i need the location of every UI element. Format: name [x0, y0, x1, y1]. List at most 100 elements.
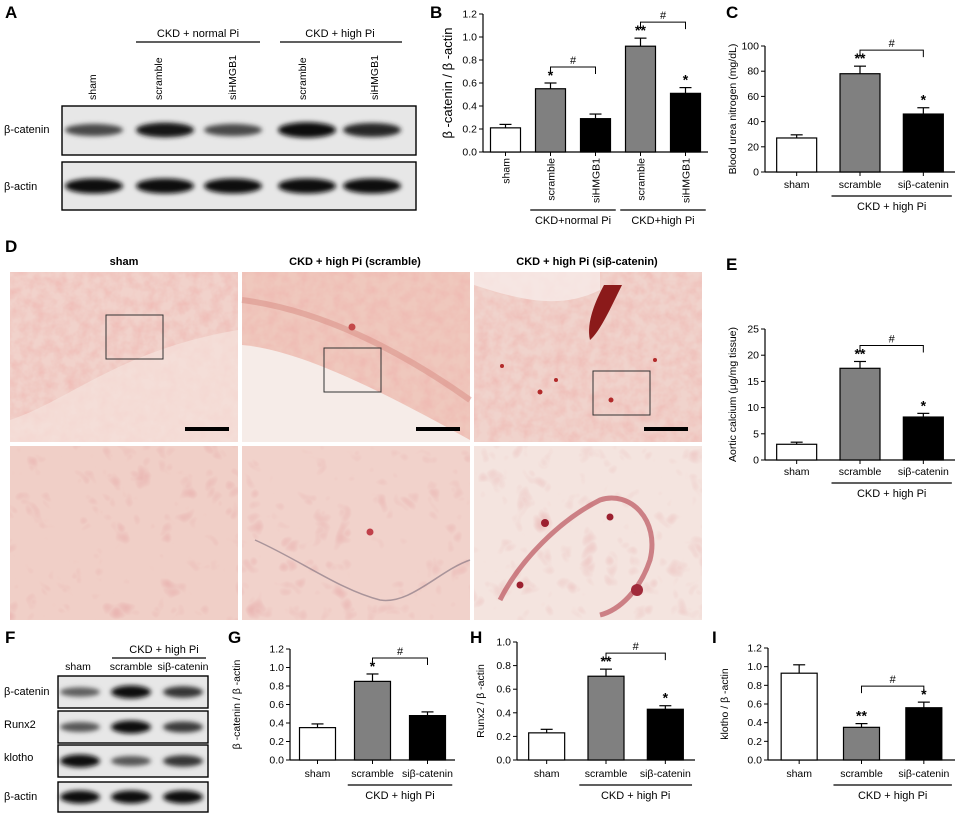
blot-band	[136, 178, 194, 194]
comparison-bracket	[372, 657, 428, 665]
blot-band	[163, 790, 203, 804]
bar	[839, 73, 881, 173]
y-tick-label: 0.2	[462, 124, 477, 136]
scale-bar	[644, 427, 688, 431]
bar	[534, 88, 567, 153]
significance-marker: **	[855, 345, 866, 361]
category-label: scramble	[840, 768, 883, 780]
bar	[776, 443, 818, 461]
y-tick-label: 1.2	[747, 643, 762, 655]
blot-a-lane-label: scramble	[297, 57, 309, 100]
y-tick-label: 1.0	[747, 661, 762, 673]
y-tick-label: 0.0	[462, 147, 477, 159]
blot-band	[343, 178, 401, 194]
y-tick-label: 15	[747, 376, 759, 388]
y-tick-label: 0.2	[269, 736, 284, 748]
y-tick-label: 0	[753, 455, 759, 467]
y-tick-label: 0.2	[747, 736, 762, 748]
category-label: siHMGB1	[681, 158, 693, 203]
category-label: siβ-catenin	[640, 768, 691, 780]
comparison-marker: #	[633, 641, 640, 653]
blot-band	[163, 755, 203, 767]
comparison-bracket	[861, 685, 925, 694]
y-axis-label: Runx2 / β -actin	[475, 664, 487, 738]
blot-band	[60, 722, 100, 732]
inset-box	[105, 314, 164, 360]
blot-band	[278, 178, 336, 194]
blot-band	[60, 687, 100, 697]
y-tick-label: 0.6	[269, 699, 284, 711]
scale-bar	[185, 427, 229, 431]
comparison-marker: #	[889, 333, 896, 345]
significance-marker: **	[855, 50, 866, 66]
comparison-bracket	[859, 344, 924, 353]
bar	[646, 708, 684, 761]
significance-marker: *	[683, 72, 689, 88]
y-tick-label: 10	[747, 402, 759, 414]
blot-a-row-label: β-actin	[4, 181, 37, 193]
inset-box	[592, 370, 651, 416]
comparison-bracket	[605, 652, 666, 661]
category-label: siβ-catenin	[898, 768, 949, 780]
micrograph-scramble-high-mag	[242, 446, 471, 620]
y-tick-label: 60	[747, 91, 759, 103]
bar	[669, 92, 702, 153]
panel-letter-D: D	[5, 237, 17, 256]
y-tick-label: 0.6	[462, 78, 477, 90]
y-tick-label: 0.4	[496, 707, 511, 719]
group-label: CKD + high Pi	[858, 790, 927, 802]
panel-letter-H: H	[470, 628, 482, 647]
blot-a-lane-label: siHMGB1	[227, 55, 239, 100]
group-label: CKD + high Pi	[365, 790, 434, 802]
bar	[298, 727, 337, 761]
blot-band	[204, 123, 262, 137]
bar	[624, 45, 657, 153]
blot-band	[111, 720, 151, 734]
panel-letter-B: B	[430, 3, 442, 22]
y-tick-label: 1.0	[496, 637, 511, 649]
y-axis-label: β -catenin / β -actin	[231, 659, 243, 749]
y-tick-label: 20	[747, 350, 759, 362]
blot-panel-f: CKD + high Pi sham scramble siβ-catenin …	[4, 644, 209, 813]
category-label: sham	[784, 179, 810, 191]
y-tick-label: 0.2	[496, 731, 511, 743]
y-tick-label: 0.4	[269, 718, 284, 730]
comparison-bracket	[640, 21, 686, 30]
y-tick-label: 40	[747, 116, 759, 128]
histology-column-title: CKD + high Pi (siβ-catenin)	[516, 256, 658, 268]
blot-f-lane-label: sham	[65, 661, 91, 673]
blot-band	[204, 178, 262, 194]
bar	[842, 726, 881, 761]
y-tick-label: 1.2	[462, 9, 477, 21]
category-label: sham	[501, 158, 513, 184]
category-label: scramble	[839, 466, 882, 478]
significance-marker: **	[601, 653, 612, 669]
category-label: siβ-catenin	[898, 179, 949, 191]
blot-band	[343, 123, 401, 137]
micrograph-sham-low-mag	[10, 272, 238, 442]
blot-f-row-label: Runx2	[4, 719, 36, 731]
y-tick-label: 0.6	[496, 684, 511, 696]
group-label: CKD+high Pi	[631, 215, 694, 227]
comparison-bracket	[550, 66, 596, 74]
blot-f-row-label: β-catenin	[4, 686, 49, 698]
blot-a-group-label-normal: CKD + normal Pi	[157, 28, 239, 40]
blot-band	[136, 122, 194, 138]
blot-a-row-label: β-catenin	[4, 124, 49, 136]
scale-bar	[416, 427, 460, 431]
micrograph-scramble-low-mag	[241, 272, 472, 442]
group-label: CKD + high Pi	[857, 488, 926, 500]
y-axis-label: Aortic calcium (μg/mg tissue)	[727, 327, 739, 462]
bar	[587, 675, 625, 761]
y-tick-label: 0.8	[496, 660, 511, 672]
category-label: sham	[784, 466, 810, 478]
histology-panel-d: sham CKD + high Pi (scramble) CKD + high…	[10, 256, 702, 620]
blot-band	[60, 790, 100, 804]
blot-a-lane-label: siHMGB1	[369, 55, 381, 100]
y-tick-label: 0	[753, 167, 759, 179]
bar	[780, 672, 818, 761]
category-label: scramble	[839, 179, 882, 191]
y-tick-label: 0.4	[462, 101, 477, 113]
